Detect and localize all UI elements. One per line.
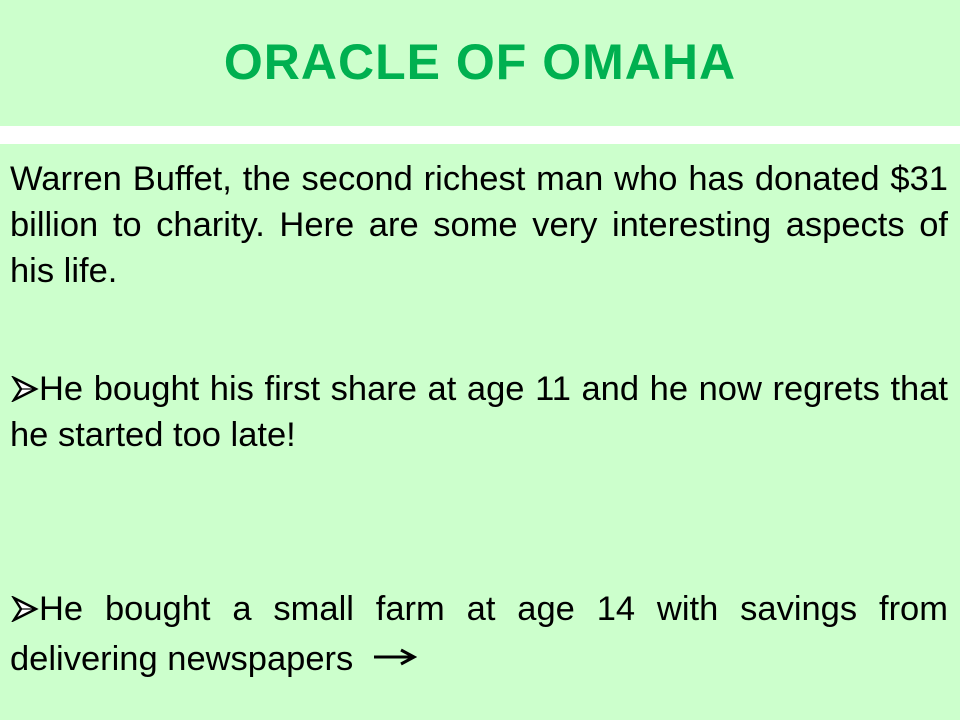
- bullet-item-first-share: He bought his first share at age 11 and …: [10, 366, 948, 458]
- bullet-item-small-farm: He bought a small farm at age 14 with sa…: [10, 586, 948, 682]
- right-arrow-icon: [373, 632, 418, 666]
- arrow-bullet-icon: [10, 588, 39, 624]
- slide-title: ORACLE OF OMAHA: [223, 34, 737, 90]
- content-panel: [0, 144, 960, 720]
- bullet-text: He bought his first share at age 11 and …: [10, 370, 948, 454]
- intro-paragraph: Warren Buffet, the second richest man wh…: [10, 160, 948, 290]
- title-banner: ORACLE OF OMAHA: [0, 0, 960, 126]
- bullet-text: He bought a small farm at age 14 with sa…: [10, 590, 948, 678]
- arrow-bullet-icon: [10, 368, 39, 404]
